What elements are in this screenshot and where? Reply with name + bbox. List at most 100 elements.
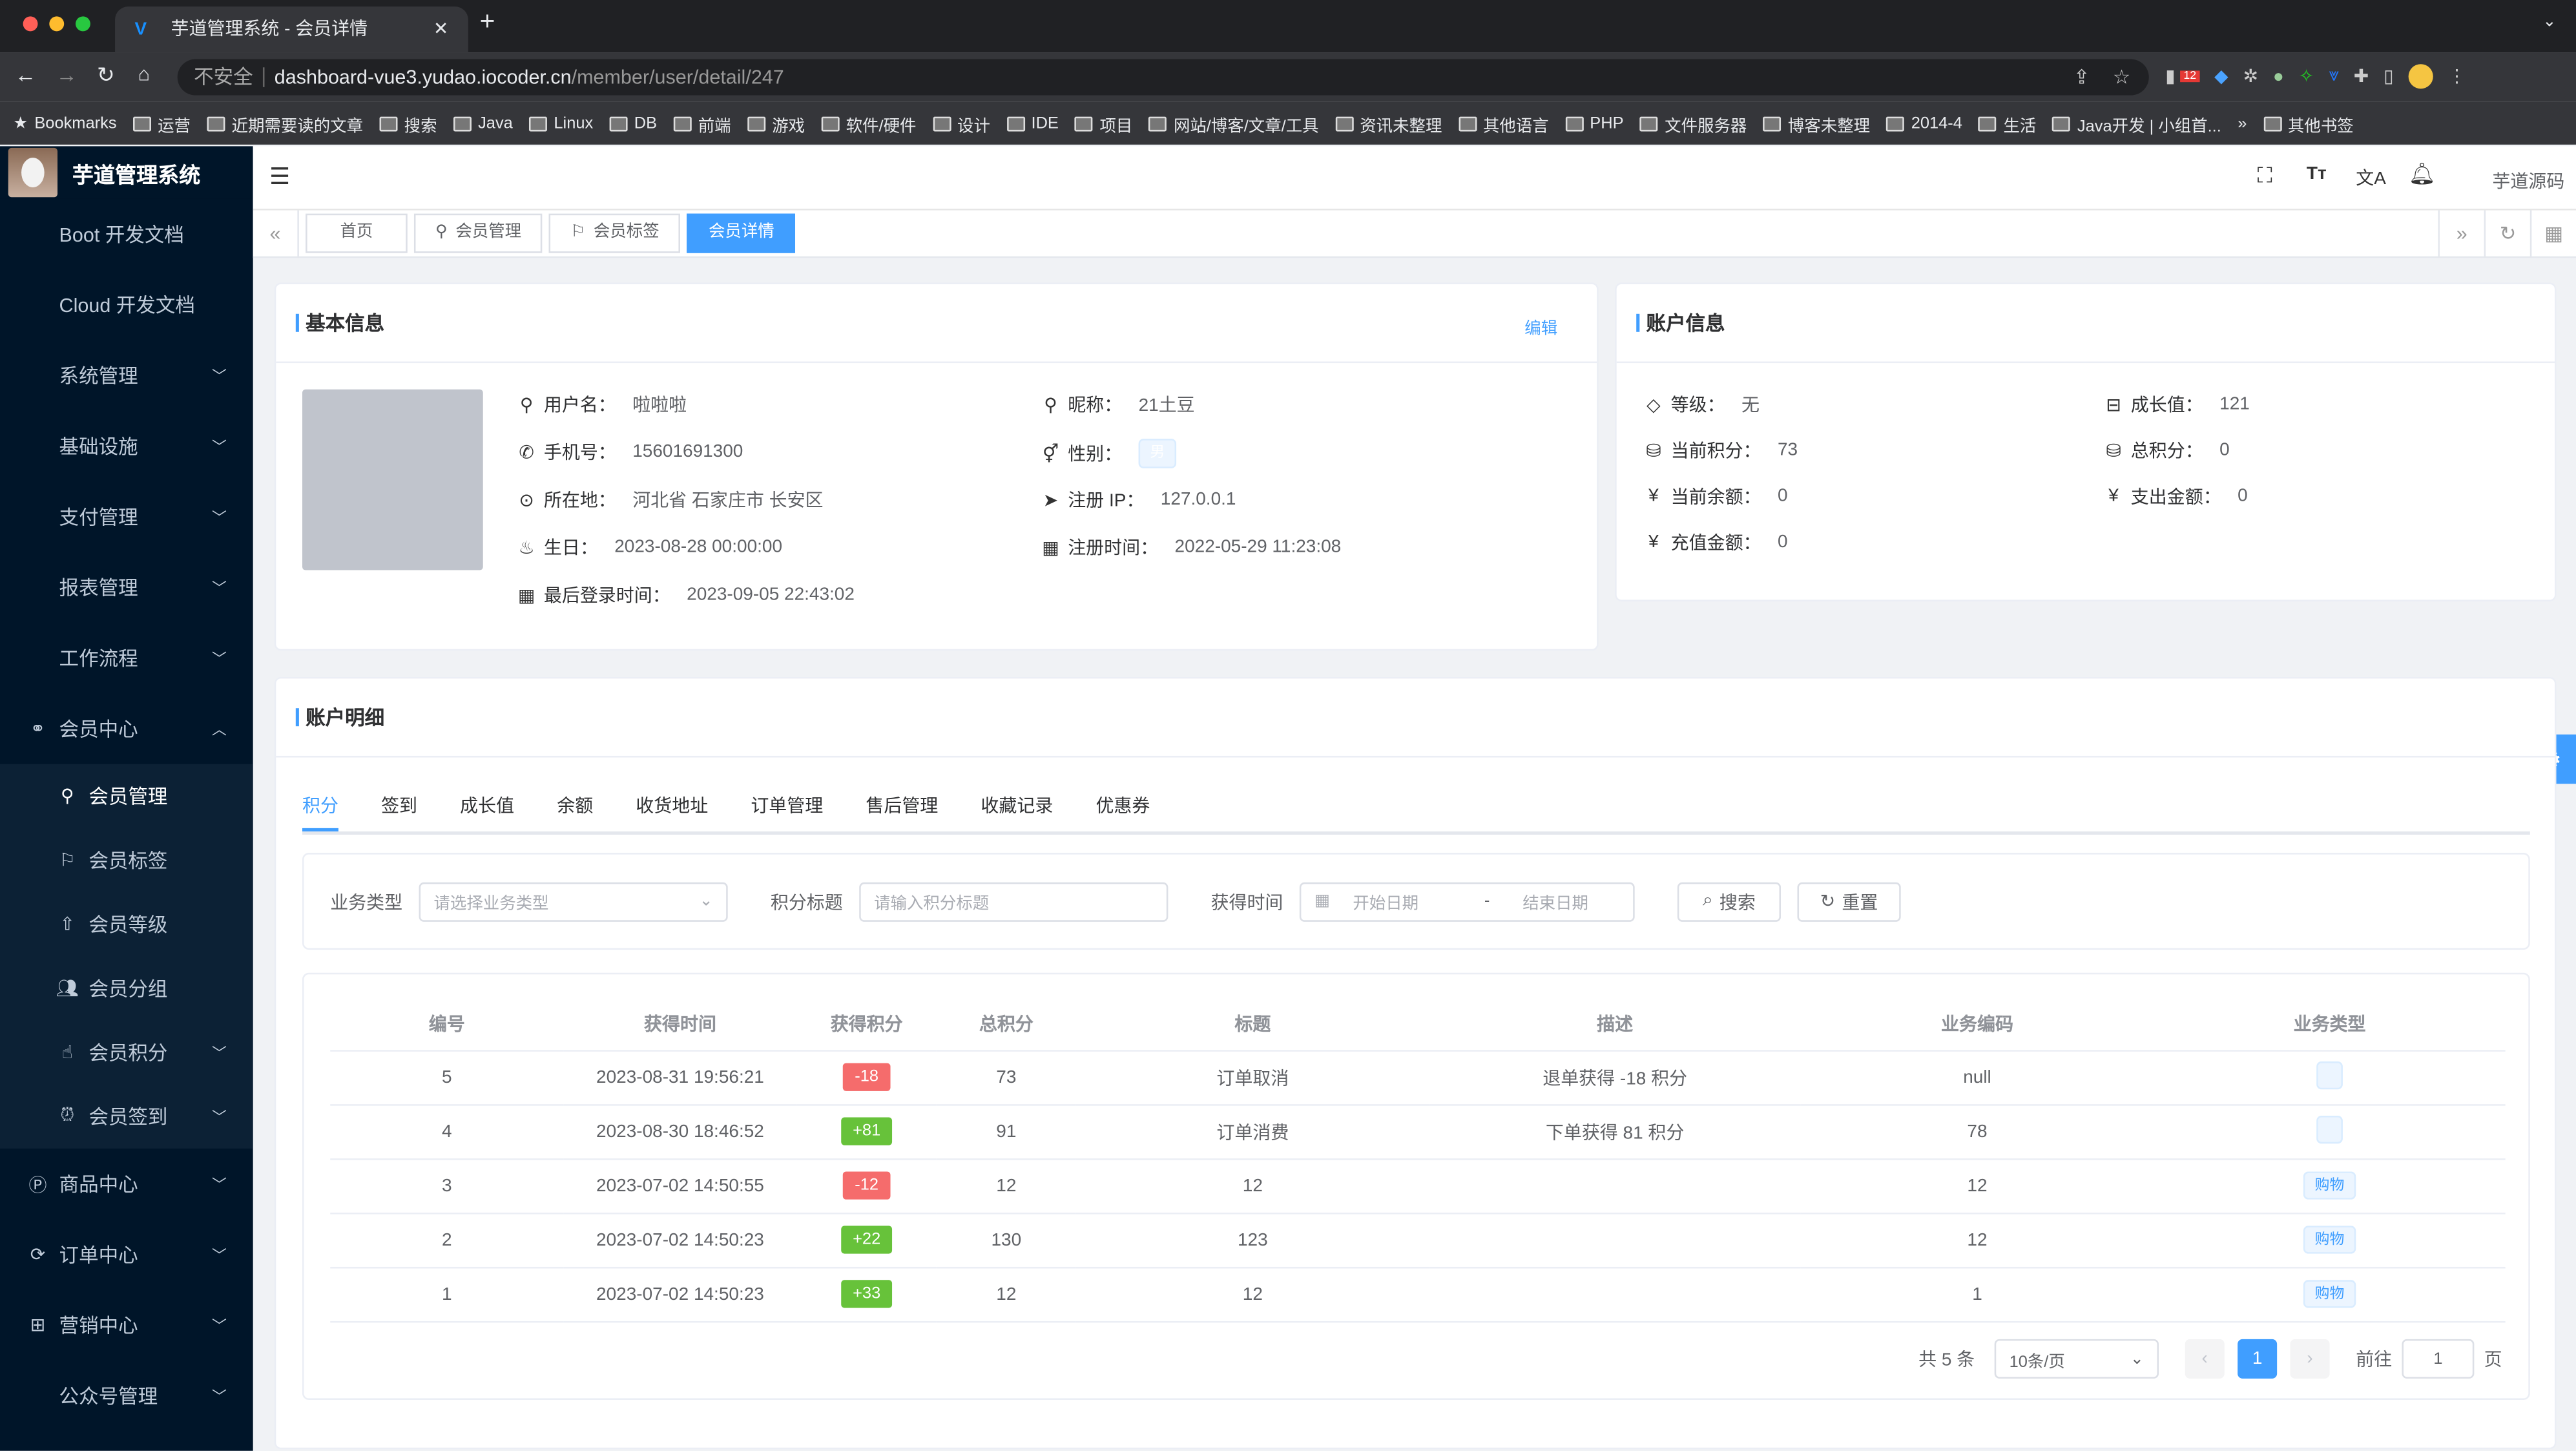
sidebar-item[interactable]: Boot 开发文档	[0, 199, 253, 269]
detail-tab[interactable]: 余额	[557, 797, 594, 817]
detail-tab[interactable]: 售后管理	[866, 797, 939, 817]
scroll-right-icon[interactable]: »	[2438, 209, 2484, 258]
sidebar-item[interactable]: ⊞ 营销中心 ﹀	[0, 1290, 253, 1361]
bookmark-item[interactable]: »	[2238, 114, 2247, 132]
bookmark-item[interactable]: 资讯未整理	[1335, 111, 1442, 136]
extension-star-icon[interactable]: ✧	[2298, 67, 2314, 87]
prev-page-button[interactable]: ‹	[2185, 1339, 2225, 1379]
fullscreen-icon[interactable]: ⛶	[2257, 162, 2272, 187]
sidebar-item[interactable]: 报表管理 ﹀	[0, 552, 253, 623]
page-1-button[interactable]: 1	[2238, 1339, 2278, 1379]
bookmark-item[interactable]: 网站/博客/文章/工具	[1148, 111, 1319, 136]
detail-tab[interactable]: 积分	[302, 782, 338, 831]
page-size-select[interactable]: 10条/页 ⌄	[1994, 1339, 2159, 1379]
close-window-button[interactable]	[23, 16, 38, 32]
sidebar-item[interactable]: 基础设施 ﹀	[0, 411, 253, 481]
refresh-icon[interactable]: ↻	[2484, 209, 2530, 258]
close-tab-icon[interactable]: ✕	[433, 19, 449, 40]
bookmark-item[interactable]: ★ Bookmarks	[13, 114, 117, 132]
bookmark-item[interactable]: 游戏	[747, 111, 805, 136]
sidebar-item[interactable]: 工作流程 ﹀	[0, 623, 253, 693]
column-header[interactable]: 获得积分	[796, 997, 937, 1051]
bookmark-item[interactable]: 生活	[1979, 111, 2036, 136]
sidebar-item[interactable]: ⚭ 会员中心 ︿	[0, 693, 253, 764]
column-header[interactable]: 总积分	[936, 997, 1076, 1051]
side-panel-icon[interactable]: ▯	[2384, 67, 2394, 87]
column-header[interactable]: 业务编码	[1800, 997, 2154, 1051]
minimize-window-button[interactable]	[49, 16, 65, 32]
detail-tab[interactable]: 优惠券	[1096, 797, 1150, 817]
detail-tab[interactable]: 成长值	[460, 797, 515, 817]
bookmark-item[interactable]: IDE	[1006, 114, 1059, 132]
profile-avatar[interactable]	[2408, 64, 2433, 89]
menu-kebab-icon[interactable]: ⋮	[2447, 67, 2466, 87]
bookmark-item[interactable]: Java开发 | 小组首...	[2052, 111, 2221, 136]
share-icon[interactable]: ⇪	[2073, 65, 2090, 89]
bookmark-star-icon[interactable]: ☆	[2112, 65, 2131, 89]
extension-circle-icon[interactable]: ●	[2272, 67, 2284, 87]
back-icon[interactable]: ←	[14, 62, 36, 87]
detail-tab[interactable]: 签到	[381, 797, 418, 817]
sidebar-item[interactable]: ⚐ 会员标签	[0, 828, 253, 892]
bookmark-item[interactable]: 2014-4	[1886, 114, 1962, 132]
extension-arrow-icon[interactable]: ⩔	[2329, 65, 2339, 86]
maximize-window-button[interactable]	[75, 16, 90, 32]
bookmark-item[interactable]: 其他语言	[1458, 111, 1549, 136]
sidebar-item[interactable]: 支付管理 ﹀	[0, 481, 253, 552]
extension-pin-icon[interactable]: ◆	[2214, 67, 2228, 87]
sidebar-item[interactable]: Cloud 开发文档	[0, 269, 253, 340]
scroll-left-icon[interactable]: «	[253, 209, 299, 258]
bell-icon[interactable]: 🔔︎	[2408, 161, 2436, 186]
detail-tab[interactable]: 收货地址	[636, 797, 709, 817]
sidebar-item[interactable]: 系统管理 ﹀	[0, 340, 253, 410]
tag-0[interactable]: 首页	[306, 213, 408, 253]
column-header[interactable]: 标题	[1075, 997, 1429, 1051]
goto-page-input[interactable]: 1	[2402, 1339, 2475, 1379]
sidebar-item[interactable]: 公众号管理 ﹀	[0, 1361, 253, 1431]
sidebar-item[interactable]: ⏰︎ 会员签到 ﹀	[0, 1085, 253, 1149]
extension-icon[interactable]: ▮	[2165, 67, 2176, 87]
translate-icon[interactable]: 文A	[2356, 169, 2386, 189]
bookmark-item[interactable]: 近期需要读的文章	[207, 111, 363, 136]
bookmark-item[interactable]: DB	[609, 114, 657, 132]
sidebar-item[interactable]: ⚲ 会员管理	[0, 764, 253, 828]
reload-icon[interactable]: ↻	[97, 62, 115, 87]
detail-tab[interactable]: 订单管理	[751, 797, 824, 817]
bookmark-item[interactable]: 项目	[1075, 111, 1132, 136]
tag-3[interactable]: 会员详情	[687, 213, 796, 253]
grid-menu-icon[interactable]: ▦	[2529, 209, 2576, 258]
extensions-puzzle-icon[interactable]: ✚	[2353, 67, 2369, 87]
browser-tab[interactable]: V 芋道管理系统 - 会员详情 ✕	[115, 6, 468, 53]
bookmark-item[interactable]: 搜索	[379, 111, 437, 136]
font-size-icon[interactable]: Tт	[2306, 164, 2327, 184]
date-range-picker[interactable]: ▦ 开始日期 - 结束日期	[1299, 881, 1635, 921]
source-link[interactable]: 芋道源码	[2492, 172, 2565, 193]
tag-1[interactable]: ⚲ 会员管理	[413, 213, 543, 253]
home-icon[interactable]: ⌂	[138, 62, 151, 86]
bookmark-item[interactable]: 博客未整理	[1763, 111, 1870, 136]
bookmark-item[interactable]: 运营	[132, 111, 191, 136]
column-header[interactable]: 描述	[1429, 997, 1801, 1051]
sidebar-item[interactable]: ⟳ 订单中心 ﹀	[0, 1219, 253, 1289]
biz-type-select[interactable]: 请选择业务类型 ⌄	[419, 881, 728, 921]
bookmark-item[interactable]: PHP	[1565, 114, 1624, 132]
bookmark-item[interactable]: 前端	[673, 111, 731, 136]
tag-2[interactable]: ⚐ 会员标签	[549, 213, 681, 253]
sidebar-item[interactable]: 👥︎ 会员分组	[0, 956, 253, 1020]
extension-gear-icon[interactable]: ✲	[2243, 67, 2259, 87]
sidebar-item[interactable]: Ⓟ 商品中心 ﹀	[0, 1149, 253, 1219]
column-header[interactable]: 业务类型	[2154, 997, 2506, 1051]
detail-tab[interactable]: 收藏记录	[981, 797, 1054, 817]
edit-button[interactable]: 编辑	[1524, 320, 1558, 339]
bookmark-item[interactable]: 其他书签	[2263, 111, 2354, 136]
sidebar-item[interactable]: ☝ 会员积分 ﹀	[0, 1020, 253, 1084]
bookmark-item[interactable]: 文件服务器	[1640, 111, 1747, 136]
bookmark-item[interactable]: 软件/硬件	[821, 111, 916, 136]
reset-button[interactable]: ↻ 重置	[1797, 881, 1901, 921]
search-button[interactable]: ⌕ 搜索	[1677, 881, 1781, 921]
sidebar-item[interactable]: ⇧ 会员等级	[0, 892, 253, 956]
bookmark-item[interactable]: Linux	[529, 114, 593, 132]
bookmark-item[interactable]: Java	[453, 114, 513, 132]
hamburger-icon[interactable]: ☰	[269, 162, 291, 189]
forward-icon[interactable]: →	[56, 62, 78, 87]
